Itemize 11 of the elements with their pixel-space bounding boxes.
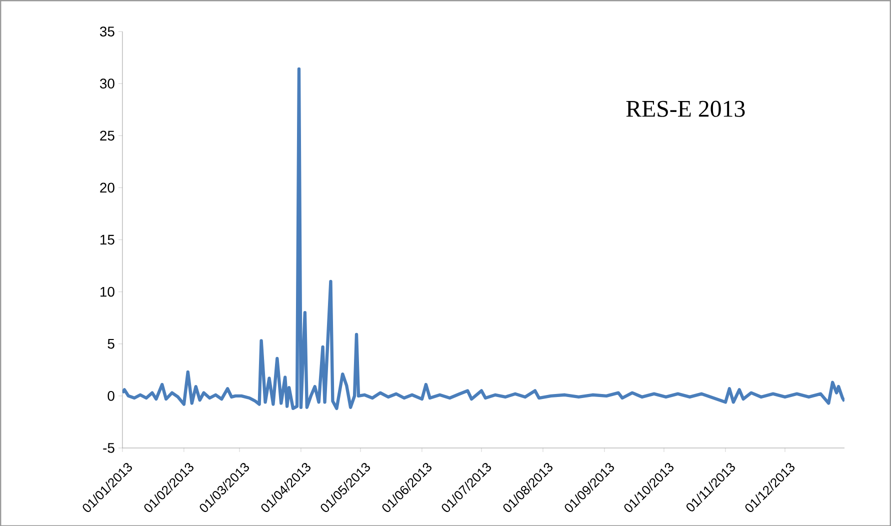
y-tick-label: 35 (100, 26, 114, 36)
text: RES-E 2013 (626, 100, 745, 117)
y-tick-label: 15 (100, 234, 114, 244)
y-tick-label: 5 (108, 338, 114, 349)
line-series (122, 67, 844, 410)
y-tick-label: 25 (100, 130, 114, 140)
y-tick-label: 20 (100, 182, 114, 192)
y-tick-label: 10 (100, 286, 114, 297)
y-tick-label: 30 (100, 78, 114, 88)
y-tick-label: 0 (108, 390, 114, 401)
y-tick-label: -5 (103, 442, 114, 453)
